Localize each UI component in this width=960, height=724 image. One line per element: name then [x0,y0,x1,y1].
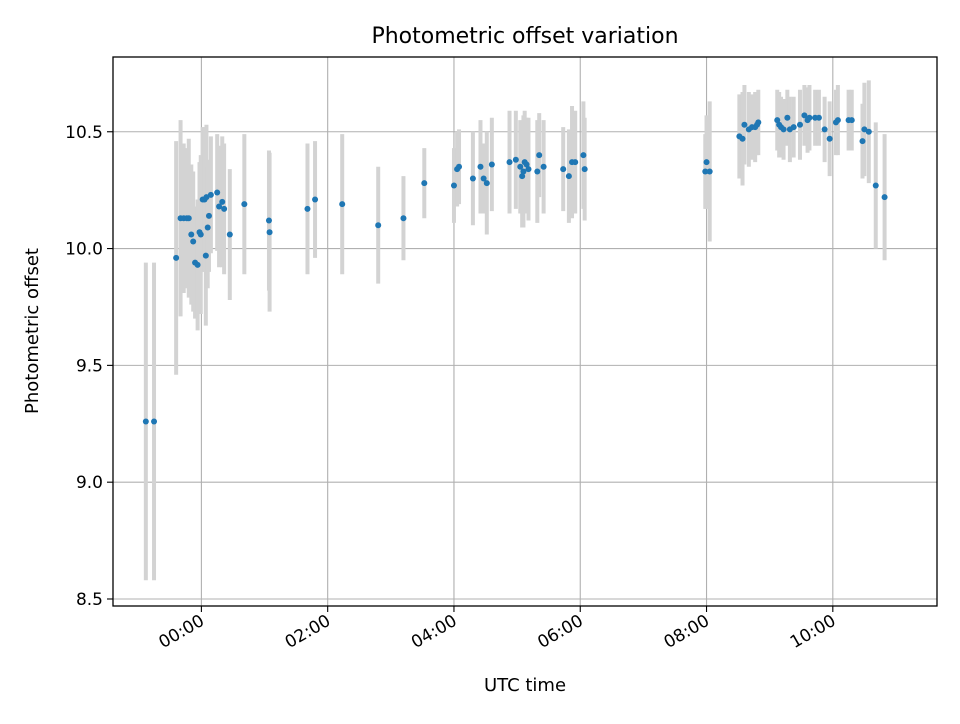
data-point [517,163,524,170]
y-tick-label: 10.0 [65,240,103,260]
data-point [173,254,180,261]
data-point [151,418,158,425]
y-tick-label: 9.0 [76,473,103,493]
data-point [226,231,233,238]
x-axis-label: UTC time [484,675,566,696]
data-point [560,166,567,173]
data-point [483,180,490,187]
data-point [581,166,588,173]
data-point [456,163,463,170]
data-point [375,222,382,229]
data-point [565,173,572,180]
data-point [204,224,211,231]
data-point [400,215,407,222]
data-point [525,166,532,173]
data-point [142,418,149,425]
data-point [207,191,214,198]
data-point [821,126,828,133]
data-point [572,159,579,166]
y-axis-ticks: 8.5 9.0 9.5 10.0 10.5 [65,123,113,610]
data-point [790,124,797,131]
y-tick-label: 10.5 [65,123,103,143]
data-point [872,182,879,189]
data-point [304,205,311,212]
data-point [214,189,221,196]
data-point [421,180,428,187]
data-point [834,117,841,124]
data-point [755,119,762,126]
data-point [806,114,813,121]
y-tick-label: 8.5 [76,590,103,610]
data-point [450,182,457,189]
data-point [506,159,513,166]
x-axis-ticks: 00:00 02:00 04:00 06:00 08:00 10:00 [155,606,839,653]
plot-area-frame [112,56,938,607]
data-point [477,163,484,170]
data-point [826,135,833,142]
data-point [848,117,855,124]
y-axis-label: Photometric offset [22,248,43,414]
data-point [523,161,530,168]
data-point [488,161,495,168]
y-tick-label: 9.5 [76,356,103,376]
data-point [197,231,204,238]
x-tick-label: 08:00 [661,611,713,653]
data-point [266,229,273,236]
data-point [702,168,709,175]
data-point [194,261,201,268]
data-point [241,201,248,208]
x-tick-label: 06:00 [534,611,586,653]
x-tick-label: 10:00 [787,611,839,653]
data-point [188,231,195,238]
data-point [265,217,272,224]
data-point [219,198,226,205]
data-point [339,201,346,208]
data-point [185,215,192,222]
data-point [815,114,822,121]
chart-title: Photometric offset variation [371,24,678,49]
x-tick-label: 02:00 [282,611,334,653]
data-point [703,159,710,166]
data-point [881,194,888,201]
data-point [865,128,872,135]
data-point [203,194,210,201]
data-point [190,238,197,245]
data-point [540,163,547,170]
data-point [580,152,587,159]
error-bars [143,80,887,581]
data-point [520,168,527,175]
data-point [706,168,713,175]
data-point [780,126,787,133]
data-point [739,135,746,142]
data-point [796,121,803,128]
x-tick-label: 00:00 [155,611,207,653]
data-point [534,168,541,175]
data-point [861,126,868,133]
data-point [512,156,519,163]
data-point [536,152,543,159]
data-point [774,117,781,124]
data-point [519,173,526,180]
data-point [202,252,209,259]
data-point [480,175,487,182]
data-point [741,121,748,128]
data-point [859,138,866,145]
data-point [205,212,212,219]
data-point [801,112,808,119]
data-point [312,196,319,203]
x-tick-label: 04:00 [408,611,460,653]
data-point [221,205,228,212]
data-point [784,114,791,121]
data-point [216,203,223,210]
data-points [142,112,888,425]
data-point [469,175,476,182]
